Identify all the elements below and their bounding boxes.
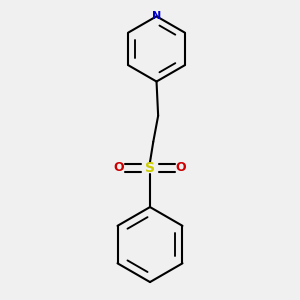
Text: O: O [176,161,186,174]
Text: N: N [152,11,161,21]
Text: S: S [145,161,155,175]
Text: O: O [114,161,124,174]
